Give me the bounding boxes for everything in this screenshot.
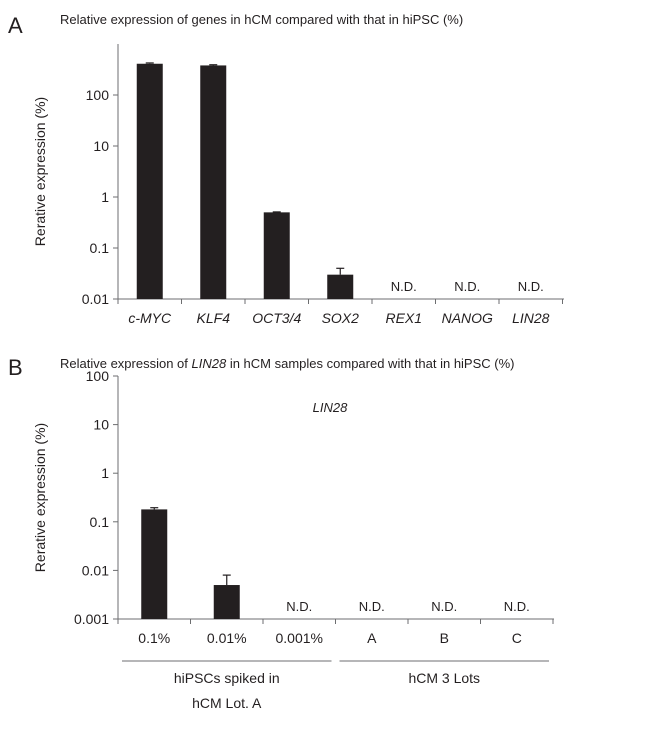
y-tick-label: 0.1 xyxy=(90,514,110,530)
category-label: LIN28 xyxy=(512,310,550,326)
bar xyxy=(263,212,290,299)
panel-b-title: Relative expression of LIN28 in hCM samp… xyxy=(60,356,515,371)
y-tick-label: 100 xyxy=(86,87,110,103)
nd-label: N.D. xyxy=(454,279,480,294)
nd-label: N.D. xyxy=(518,279,544,294)
category-label: B xyxy=(440,630,449,646)
category-label: NANOG xyxy=(442,310,493,326)
panel-a-title: Relative expression of genes in hCM comp… xyxy=(60,12,463,27)
category-label: A xyxy=(367,630,377,646)
category-label: 0.01% xyxy=(207,630,247,646)
group-label: hiPSCs spiked in xyxy=(174,670,280,686)
nd-label: N.D. xyxy=(504,599,530,614)
nd-label: N.D. xyxy=(359,599,385,614)
y-tick-label: 10 xyxy=(93,138,109,154)
category-label: 0.1% xyxy=(138,630,170,646)
bar xyxy=(200,65,227,300)
category-label: REX1 xyxy=(385,310,422,326)
y-tick-label: 0.01 xyxy=(82,291,109,307)
category-label: c-MYC xyxy=(128,310,172,326)
category-label: C xyxy=(512,630,522,646)
category-label: OCT3/4 xyxy=(252,310,301,326)
panel-b-letter: B xyxy=(8,355,23,380)
panel-a-letter: A xyxy=(8,13,23,38)
nd-label: N.D. xyxy=(431,599,457,614)
category-label: KLF4 xyxy=(197,310,231,326)
y-axis-label: Rerative expression (%) xyxy=(32,423,48,572)
nd-label: N.D. xyxy=(391,279,417,294)
y-tick-label: 0.001 xyxy=(74,611,109,627)
bar xyxy=(141,509,168,619)
panel-b-subtitle: LIN28 xyxy=(313,400,348,415)
nd-label: N.D. xyxy=(286,599,312,614)
chart-a: 0.01 0.1 1 10 100 Rerative expression (%) c-MY… xyxy=(32,44,564,326)
y-tick-label: 10 xyxy=(93,417,109,433)
category-label: 0.001% xyxy=(276,630,323,646)
y-tick-label: 0.1 xyxy=(90,240,110,256)
category-label: SOX2 xyxy=(322,310,360,326)
y-tick-label: 100 xyxy=(86,368,110,384)
group-label: hCM Lot. A xyxy=(192,695,262,711)
chart-b: 0.001 0.01 0.1 1 10 100 Rerative expression (%… xyxy=(32,368,554,711)
y-tick-label: 0.01 xyxy=(82,562,109,578)
bar xyxy=(213,585,240,619)
y-tick-label: 1 xyxy=(101,189,109,205)
bar xyxy=(327,274,354,299)
bar xyxy=(136,63,163,300)
y-axis-label: Rerative expression (%) xyxy=(32,97,48,246)
y-tick-label: 1 xyxy=(101,465,109,481)
group-label: hCM 3 Lots xyxy=(408,670,480,686)
